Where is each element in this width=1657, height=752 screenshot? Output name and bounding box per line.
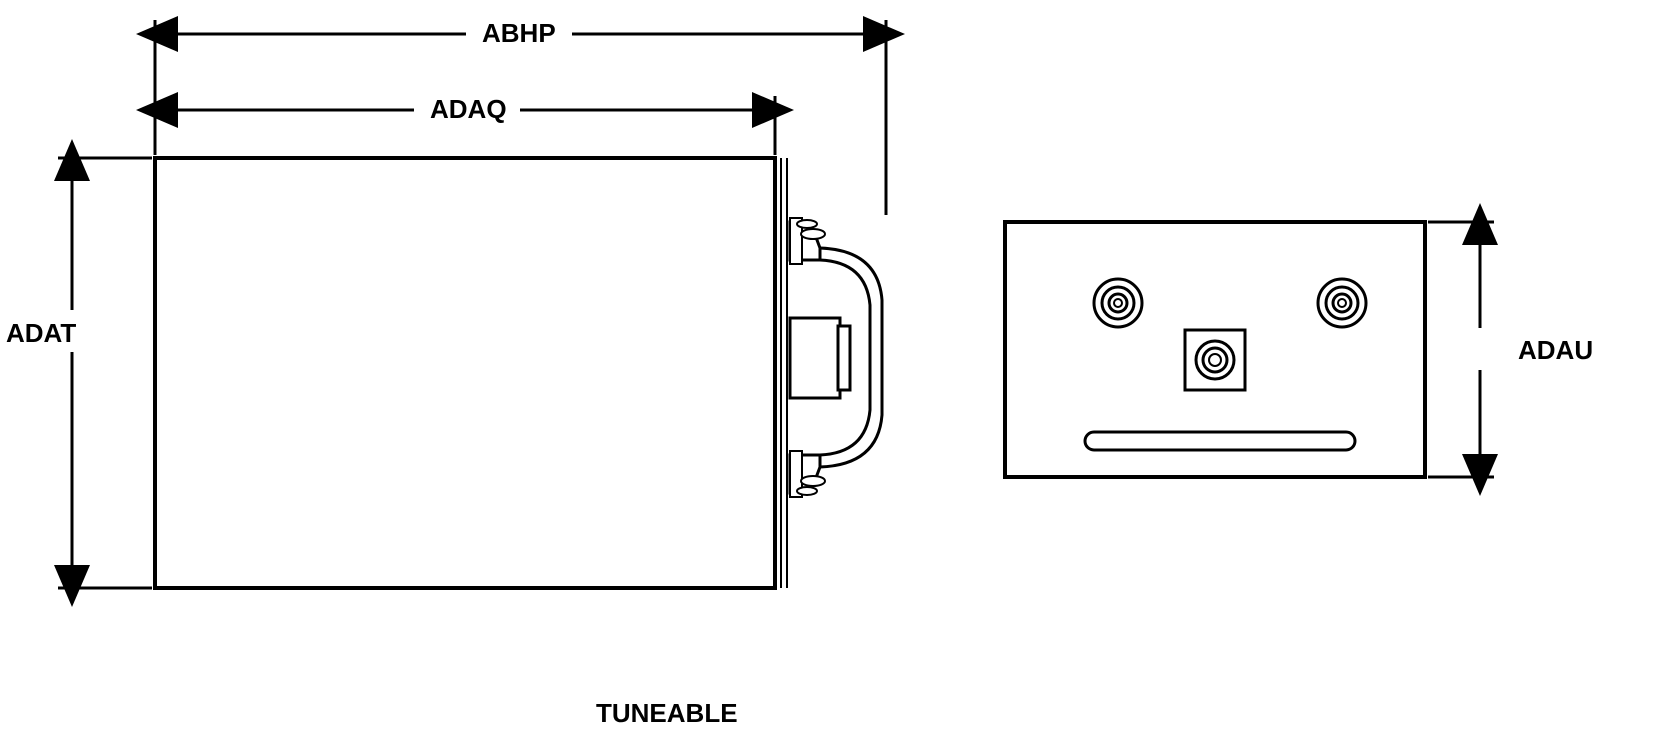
connector-left <box>1094 279 1142 327</box>
right-view <box>1005 222 1425 477</box>
dimension-adau <box>1428 222 1494 477</box>
connector-right <box>1318 279 1366 327</box>
connector-center <box>1185 330 1245 390</box>
engineering-diagram <box>0 0 1657 752</box>
handle-mount-bottom <box>790 451 825 497</box>
dimension-adaq <box>172 96 775 155</box>
left-view <box>155 158 882 588</box>
handle-mount-top <box>790 218 825 264</box>
slot <box>1085 432 1355 450</box>
dimension-adat <box>58 158 152 588</box>
